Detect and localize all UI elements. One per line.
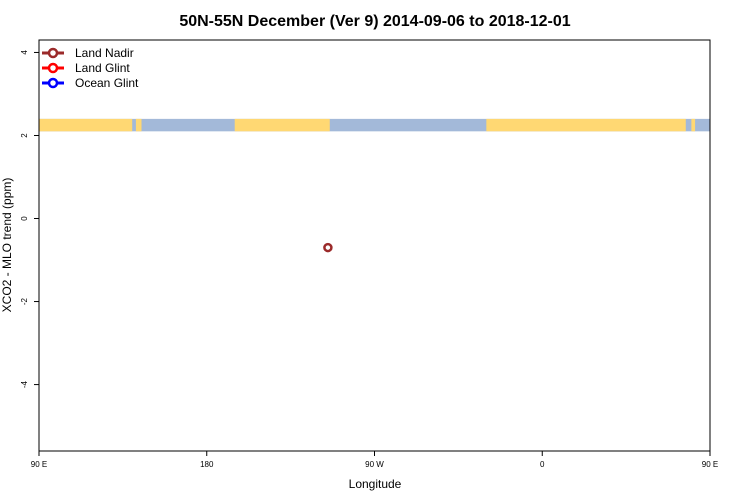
land-segment	[39, 118, 133, 132]
land-segment	[135, 118, 142, 132]
legend-marker	[47, 62, 59, 74]
land-mask-strip	[39, 118, 710, 132]
legend-marker	[47, 77, 59, 89]
x-tick-label: 90 W	[365, 460, 384, 469]
data-points	[323, 242, 333, 253]
land-segment	[486, 118, 686, 132]
y-tick-label: 4	[20, 50, 29, 55]
y-axis: 4 2 0 -2 -4	[20, 50, 39, 388]
legend-label: Land Nadir	[75, 46, 134, 60]
land-segment	[234, 118, 330, 132]
plot-frame	[38, 39, 711, 452]
land-segment	[691, 118, 696, 132]
y-tick-label: -2	[20, 297, 29, 305]
chart-title: 50N-55N December (Ver 9) 2014-09-06 to 2…	[179, 13, 570, 30]
x-tick-label: 90 E	[702, 460, 718, 469]
legend-label: Ocean Glint	[75, 76, 139, 90]
x-axis-label: Longitude	[349, 477, 402, 491]
x-tick-label: 0	[540, 460, 545, 469]
legend-marker	[47, 47, 59, 59]
x-tick-label: 90 E	[31, 460, 47, 469]
y-tick-label: 2	[20, 133, 29, 138]
legend-label: Land Glint	[75, 61, 130, 75]
data-point	[323, 242, 333, 253]
y-tick-label: -4	[20, 380, 29, 388]
x-tick-label: 180	[200, 460, 214, 469]
y-tick-label: 0	[20, 216, 29, 221]
x-axis: 90 E 180 90 W 0 90 E	[31, 451, 718, 469]
y-axis-label: XCO2 - MLO trend (ppm)	[0, 178, 14, 313]
